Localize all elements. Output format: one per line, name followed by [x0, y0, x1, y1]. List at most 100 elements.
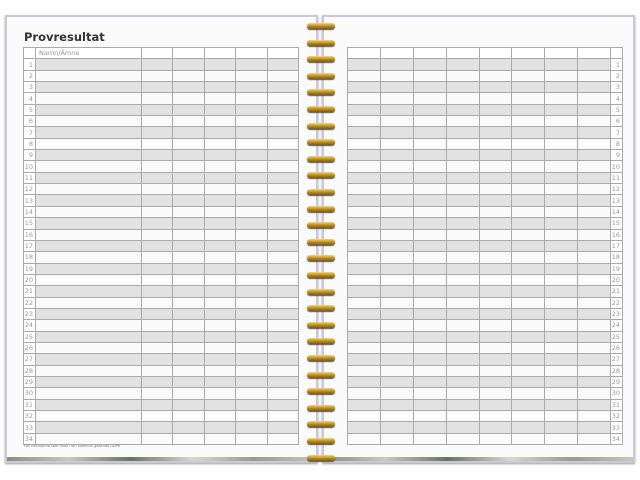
cell[interactable] — [235, 432, 268, 446]
name-cell[interactable] — [35, 341, 142, 355]
cell[interactable] — [140, 421, 174, 434]
cell[interactable] — [577, 285, 611, 298]
cell[interactable] — [235, 92, 268, 105]
cell[interactable] — [478, 387, 513, 400]
cell[interactable] — [379, 183, 414, 196]
cell[interactable] — [203, 58, 237, 71]
cell[interactable] — [478, 353, 513, 366]
cell[interactable] — [140, 126, 174, 139]
cell[interactable] — [172, 194, 205, 207]
cell[interactable] — [379, 137, 414, 151]
cell[interactable] — [478, 432, 513, 446]
cell[interactable] — [235, 149, 268, 162]
cell[interactable] — [544, 69, 579, 83]
cell[interactable] — [379, 58, 414, 71]
cell[interactable] — [478, 46, 513, 60]
cell[interactable] — [577, 183, 611, 196]
cell[interactable] — [379, 387, 414, 400]
cell[interactable] — [445, 273, 480, 287]
cell[interactable] — [445, 341, 480, 355]
cell[interactable] — [379, 262, 414, 275]
cell[interactable] — [347, 46, 381, 60]
cell[interactable] — [140, 228, 174, 241]
cell[interactable] — [478, 273, 513, 287]
cell[interactable] — [445, 115, 480, 128]
cell[interactable] — [140, 194, 174, 207]
cell[interactable] — [266, 126, 300, 139]
cell[interactable] — [347, 251, 381, 264]
cell[interactable] — [445, 160, 480, 173]
cell[interactable] — [577, 194, 611, 207]
cell[interactable] — [140, 432, 174, 446]
cell[interactable] — [235, 115, 268, 128]
cell[interactable] — [544, 115, 579, 128]
cell[interactable] — [412, 273, 447, 287]
cell[interactable] — [266, 183, 300, 196]
cell[interactable] — [140, 46, 174, 60]
cell[interactable] — [544, 194, 579, 207]
cell[interactable] — [347, 239, 381, 253]
cell[interactable] — [266, 285, 300, 298]
cell[interactable] — [478, 81, 513, 94]
cell[interactable] — [235, 409, 268, 423]
cell[interactable] — [347, 183, 381, 196]
cell[interactable] — [412, 251, 447, 264]
cell[interactable] — [379, 194, 414, 207]
cell[interactable] — [172, 409, 205, 423]
name-cell[interactable] — [35, 69, 142, 83]
cell[interactable] — [172, 239, 205, 253]
cell[interactable] — [478, 341, 513, 355]
cell[interactable] — [478, 92, 513, 105]
name-cell[interactable] — [35, 307, 142, 321]
cell[interactable] — [412, 171, 447, 185]
cell[interactable] — [577, 341, 611, 355]
name-cell[interactable] — [35, 262, 142, 275]
cell[interactable] — [379, 375, 414, 389]
name-cell[interactable] — [35, 205, 142, 219]
name-cell[interactable] — [35, 432, 142, 446]
name-cell[interactable] — [35, 421, 142, 434]
cell[interactable] — [140, 285, 174, 298]
cell[interactable] — [478, 137, 513, 151]
cell[interactable] — [347, 375, 381, 389]
cell[interactable] — [511, 239, 546, 253]
cell[interactable] — [347, 409, 381, 423]
name-cell[interactable] — [35, 228, 142, 241]
cell[interactable] — [379, 285, 414, 298]
cell[interactable] — [203, 81, 237, 94]
name-cell[interactable] — [35, 387, 142, 400]
cell[interactable] — [412, 103, 447, 117]
cell[interactable] — [445, 149, 480, 162]
cell[interactable] — [511, 387, 546, 400]
cell[interactable] — [544, 137, 579, 151]
cell[interactable] — [577, 137, 611, 151]
cell[interactable] — [140, 364, 174, 377]
cell[interactable] — [511, 58, 546, 71]
cell[interactable] — [266, 149, 300, 162]
cell[interactable] — [577, 307, 611, 321]
cell[interactable] — [140, 149, 174, 162]
cell[interactable] — [172, 251, 205, 264]
cell[interactable] — [412, 160, 447, 173]
cell[interactable] — [203, 69, 237, 83]
cell[interactable] — [203, 92, 237, 105]
cell[interactable] — [347, 285, 381, 298]
cell[interactable] — [577, 126, 611, 139]
cell[interactable] — [203, 307, 237, 321]
cell[interactable] — [478, 228, 513, 241]
cell[interactable] — [412, 217, 447, 230]
cell[interactable] — [235, 296, 268, 309]
cell[interactable] — [140, 353, 174, 366]
cell[interactable] — [379, 205, 414, 219]
cell[interactable] — [445, 239, 480, 253]
cell[interactable] — [511, 92, 546, 105]
cell[interactable] — [172, 307, 205, 321]
cell[interactable] — [266, 421, 300, 434]
cell[interactable] — [203, 330, 237, 343]
cell[interactable] — [511, 205, 546, 219]
cell[interactable] — [379, 171, 414, 185]
cell[interactable] — [544, 364, 579, 377]
cell[interactable] — [445, 296, 480, 309]
name-cell[interactable] — [35, 115, 142, 128]
cell[interactable] — [172, 432, 205, 446]
